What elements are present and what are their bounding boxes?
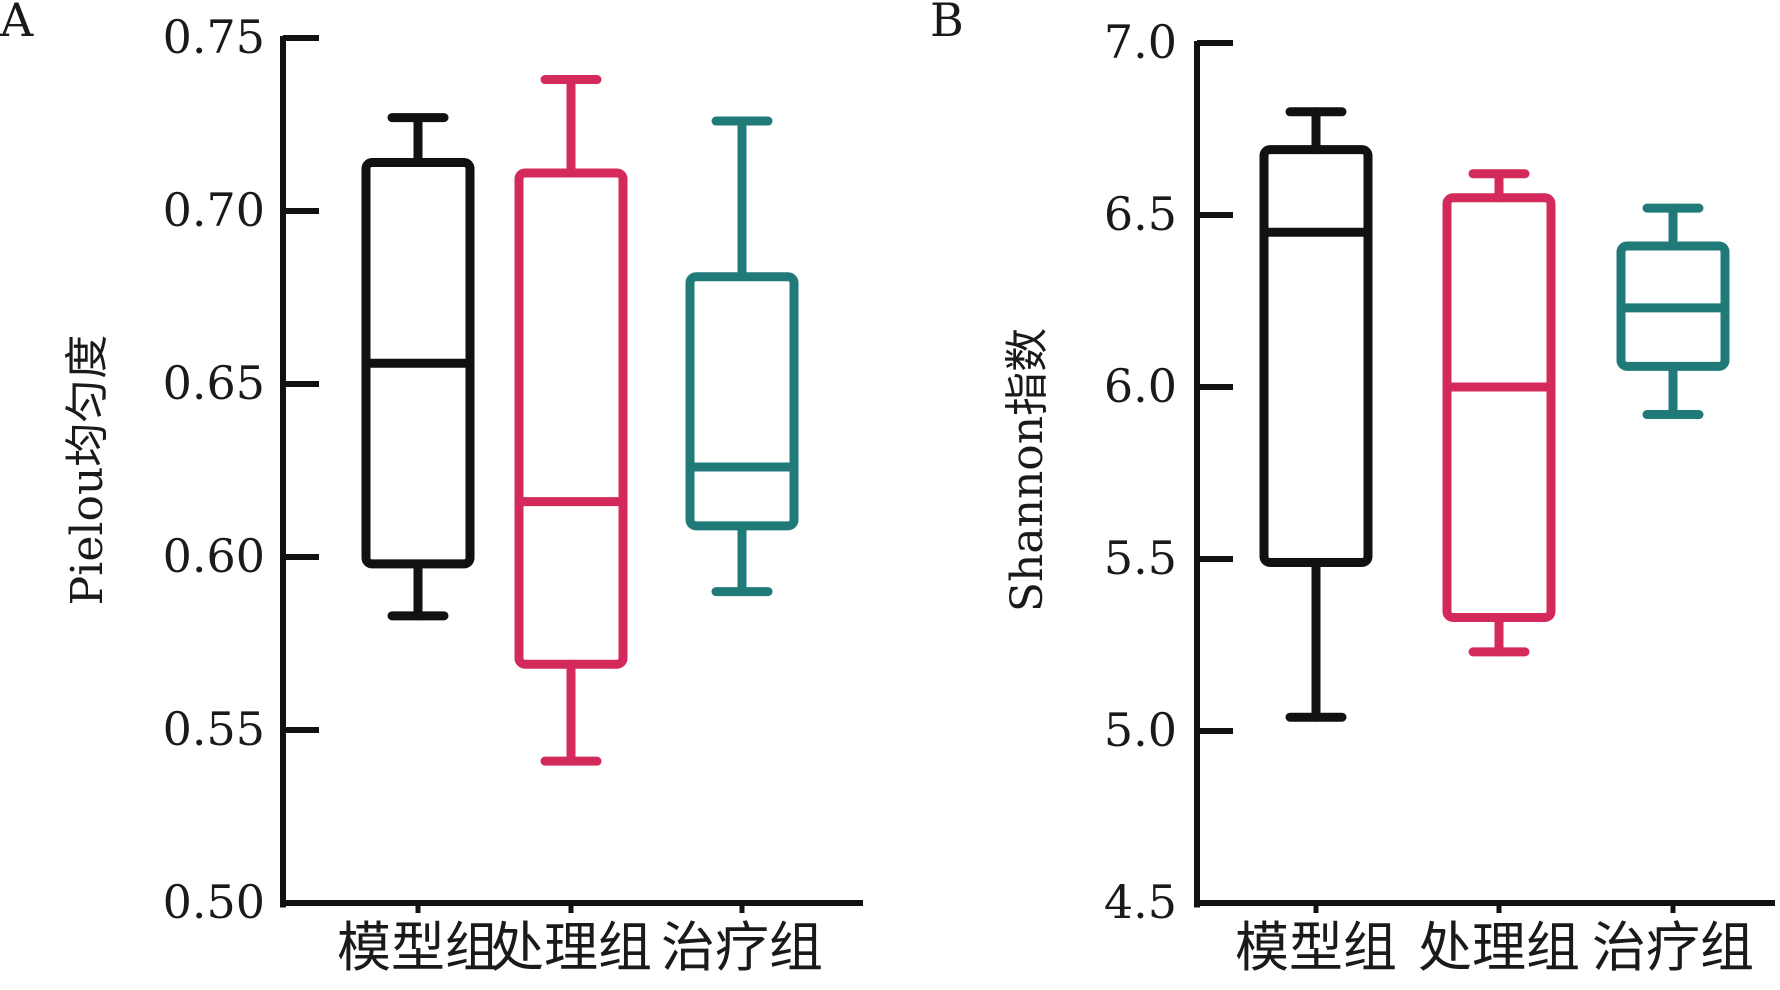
panel-a-letter: A bbox=[0, 0, 34, 47]
panel-b-box-3 bbox=[1616, 203, 1730, 420]
panel-b-y-tick-label: 6.0 bbox=[1104, 359, 1177, 413]
panel-a-y-tick-label: 0.65 bbox=[163, 356, 265, 410]
box-iqr bbox=[514, 168, 628, 669]
panel-b-y-tick-label: 7.0 bbox=[1104, 15, 1177, 69]
panel-b-y-tick-label: 5.5 bbox=[1104, 531, 1177, 585]
panel-b-box-1 bbox=[1259, 107, 1373, 722]
panel-a-category-label: 模型组 bbox=[337, 916, 499, 979]
panel-b-y-tick-label: 4.5 bbox=[1104, 875, 1177, 929]
panel-b: B Shannon指数 4.5 5.0 5.5 6.0 6.5 7.0 模型组 处理组 治疗组 bbox=[930, 0, 1775, 979]
panel-a-y-tick-label: 0.60 bbox=[163, 529, 265, 583]
panel-b-category-label: 治疗组 bbox=[1592, 916, 1754, 979]
panel-b-category-label: 模型组 bbox=[1235, 916, 1397, 979]
panel-a-box-2 bbox=[514, 75, 628, 766]
panel-b-y-axis-title: Shannon指数 bbox=[1002, 328, 1053, 612]
box-iqr bbox=[1259, 145, 1373, 567]
panel-a: A Pielou均匀度 0.50 0.55 0.60 0.65 0.70 0.75 模型组处… bbox=[0, 0, 863, 979]
panel-b-box-2 bbox=[1442, 169, 1556, 657]
panel-a-y-tick-label: 0.50 bbox=[163, 875, 265, 929]
panel-a-box-3 bbox=[685, 116, 799, 597]
panel-b-y-tick-label: 6.5 bbox=[1104, 187, 1177, 241]
panel-a-box-1 bbox=[361, 113, 475, 621]
panel-a-y-axis-title: Pielou均匀度 bbox=[62, 335, 113, 606]
box-iqr bbox=[685, 272, 799, 531]
panel-b-plot: 4.5 5.0 5.5 6.0 6.5 7.0 模型组 处理组 治疗组 bbox=[1104, 15, 1775, 979]
box-iqr bbox=[1442, 193, 1556, 622]
panel-b-letter: B bbox=[930, 0, 964, 47]
panel-b-category-label: 处理组 bbox=[1418, 916, 1580, 979]
panel-a-y-tick-label: 0.70 bbox=[163, 183, 265, 237]
panel-a-category-label: 治疗组 bbox=[661, 916, 823, 979]
panel-a-y-tick-label: 0.75 bbox=[163, 10, 265, 64]
panel-a-category-label: 处理组 bbox=[490, 916, 652, 979]
panel-a-y-tick-label: 0.55 bbox=[163, 702, 265, 756]
panel-b-y-tick-label: 5.0 bbox=[1104, 703, 1177, 757]
